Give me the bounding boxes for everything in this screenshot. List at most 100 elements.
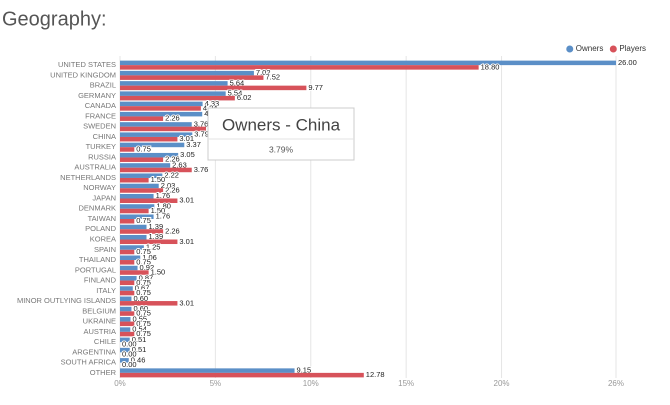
value-label: 3.79 [194, 130, 209, 139]
value-label: 2.03 [161, 181, 176, 190]
x-tick-label: 15% [398, 379, 414, 388]
bar [120, 229, 164, 234]
value-label: 0.75 [136, 319, 151, 328]
bar [120, 224, 147, 230]
value-label: 0.75 [136, 247, 151, 256]
bar [120, 239, 178, 245]
bar [120, 317, 131, 322]
value-label: 0.54 [132, 325, 147, 334]
value-label: 0.60 [133, 304, 148, 313]
bar [120, 270, 149, 275]
value-label: 0.92 [140, 263, 155, 272]
bar [120, 327, 131, 332]
y-tick-label: DENMARK [78, 204, 116, 213]
y-tick-label: NORWAY [83, 183, 116, 192]
value-label: 7.52 [265, 73, 280, 82]
bar [120, 70, 254, 76]
value-label: 9.77 [308, 83, 323, 92]
value-label: 2.26 [165, 114, 180, 123]
value-label: 1.50 [151, 175, 166, 184]
y-tick-label: BRAZIL [90, 81, 116, 90]
bar [120, 163, 171, 168]
bar [120, 152, 179, 158]
tooltip: Owners - China 3.79% [207, 107, 355, 161]
y-tick-label: CHINA [93, 132, 116, 141]
value-label: 3.37 [186, 140, 201, 149]
value-label: 1.76 [156, 212, 171, 221]
y-tick-label: CHILE [94, 337, 116, 346]
y-tick-label: TURKEY [86, 142, 116, 151]
bar [120, 132, 193, 137]
value-label: 0.60 [133, 294, 148, 303]
bar [120, 347, 130, 353]
bar [120, 311, 135, 316]
y-tick-label: UNITED KINGDOM [50, 70, 116, 79]
y-tick-label: JAPAN [92, 193, 116, 202]
x-tick-label: 5% [210, 379, 222, 388]
bar [120, 214, 154, 219]
x-tick-label: 10% [303, 379, 319, 388]
y-tick-label: TAIWAN [88, 214, 116, 223]
x-tick-label: 0% [114, 379, 126, 388]
value-label: 3.01 [179, 237, 194, 246]
value-label: 0.75 [136, 144, 151, 153]
y-tick-label: BELGIUM [82, 306, 116, 315]
tooltip-box [207, 107, 355, 161]
y-tick-label: FINLAND [84, 276, 117, 285]
legend-label: Players [619, 44, 646, 53]
y-tick-label: RUSSIA [88, 152, 116, 161]
bar [120, 60, 616, 66]
y-tick-label: OTHER [90, 368, 117, 377]
tooltip-text: 3.79% [269, 144, 294, 154]
bar [120, 358, 129, 363]
value-label: 3.01 [179, 298, 194, 307]
y-tick-label: ARGENTINA [72, 347, 116, 356]
value-label: 9.15 [297, 366, 312, 375]
bar [120, 65, 479, 70]
y-tick-label: MINOR OUTLYING ISLANDS [17, 296, 116, 305]
bar [120, 188, 164, 193]
value-label: 2.22 [164, 171, 179, 180]
value-label: 1.50 [151, 268, 166, 277]
bar [120, 183, 159, 189]
bar [120, 255, 141, 261]
bar [120, 260, 135, 265]
bar [120, 321, 135, 327]
value-label: 5.64 [230, 78, 245, 87]
y-tick-label: THAILAND [79, 255, 117, 264]
value-label: 0.75 [136, 288, 151, 297]
legend-swatch [566, 45, 574, 53]
bar [120, 147, 135, 152]
bar [120, 116, 164, 121]
bar [120, 306, 132, 312]
value-label: 0.00 [122, 350, 137, 359]
value-label: 1.50 [151, 206, 166, 215]
value-label: 0.87 [139, 273, 154, 282]
tooltip-title: Owners - China [222, 115, 341, 134]
value-label: 1.39 [149, 232, 164, 241]
chart-title: Geography: [2, 8, 107, 30]
y-tick-label: GERMANY [78, 91, 116, 100]
bar [120, 245, 144, 250]
bar [120, 286, 133, 291]
bar [120, 235, 147, 240]
y-tick-label: CANADA [85, 101, 116, 110]
value-label: 3.76 [194, 165, 209, 174]
legend-swatch [609, 45, 617, 53]
x-tick-label: 26% [608, 379, 624, 388]
bar [120, 126, 207, 132]
bar [120, 368, 295, 373]
value-label: 0.46 [131, 355, 146, 364]
bar [120, 157, 164, 162]
value-label: 0.67 [135, 284, 150, 293]
bar [120, 219, 135, 224]
bar [120, 208, 149, 214]
legend-label: Owners [576, 44, 604, 53]
y-tick-label: UKRAINE [83, 317, 116, 326]
value-label: 0.51 [132, 345, 147, 354]
bar [120, 136, 178, 142]
value-label: 26.00 [618, 58, 637, 67]
bar [120, 276, 137, 281]
bar [120, 204, 155, 209]
bar [120, 249, 135, 255]
